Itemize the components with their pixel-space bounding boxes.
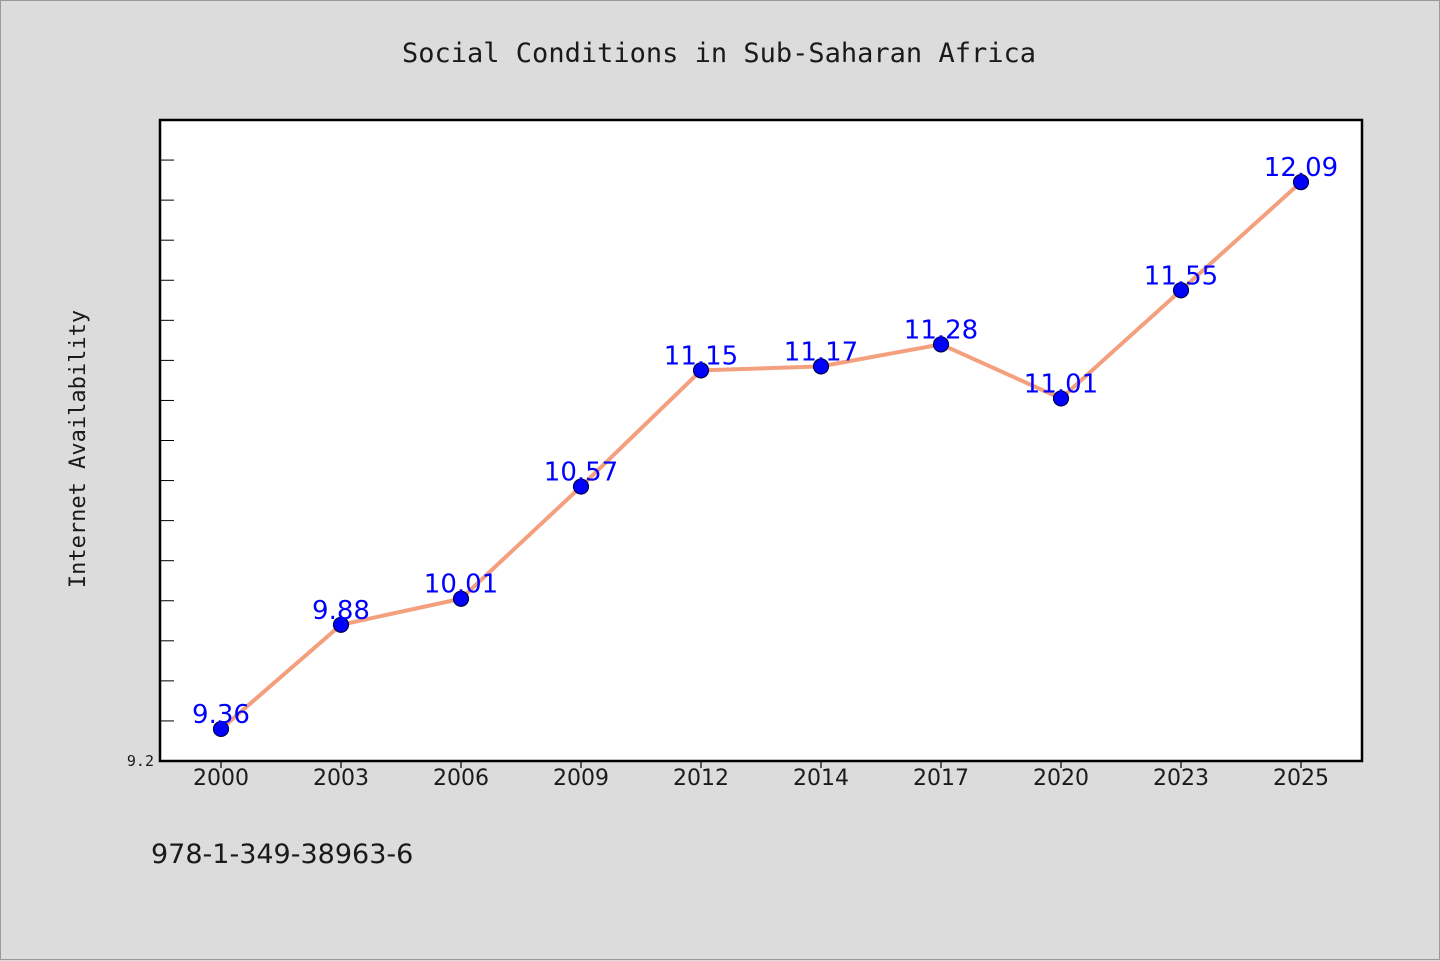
footer-isbn: 978-1-349-38963-6: [151, 839, 413, 870]
x-tick-label: 2023: [1153, 766, 1209, 791]
data-label: 10.57: [544, 458, 618, 488]
data-labels-layer: 9.36 9.88 10.01 10.57 11.15 11.17 11.28 11.01 11…: [192, 153, 1338, 730]
x-tick-label: 2000: [193, 766, 249, 791]
data-label: 11.28: [904, 315, 978, 345]
y-axis-label: Internet Availability: [66, 310, 91, 588]
data-point: [812, 358, 830, 375]
x-tick-label: 2017: [913, 766, 969, 791]
y-tick-label: 9.2: [127, 752, 154, 770]
plot-area: [158, 118, 1364, 763]
data-label: 11.17: [784, 337, 858, 367]
data-label: 9.88: [312, 596, 370, 626]
data-point: [1292, 173, 1310, 191]
data-label: 9.36: [192, 700, 250, 730]
data-label: 12.09: [1264, 153, 1338, 183]
data-point: [572, 478, 590, 495]
data-label: 10.01: [424, 570, 498, 600]
series-layer: [219, 180, 1303, 731]
x-tick-label: 2012: [673, 766, 729, 791]
data-label: 11.55: [1144, 261, 1218, 291]
data-point: [692, 362, 710, 379]
markers-layer: [212, 173, 1310, 738]
x-tick-label: 2020: [1033, 766, 1089, 791]
data-point: [452, 590, 470, 607]
data-label: 11.01: [1024, 369, 1098, 399]
data-point: [1052, 390, 1070, 407]
y-axis: 9.2: [127, 159, 174, 770]
data-point: [212, 720, 230, 738]
x-tick-label: 2009: [553, 766, 609, 791]
data-point: [932, 336, 950, 353]
x-tick-label: 2003: [313, 766, 369, 791]
data-point: [1172, 282, 1190, 299]
chart-title: Social Conditions in Sub-Saharan Africa: [402, 38, 1036, 69]
data-point: [332, 616, 350, 633]
x-axis: 2000 2003 2006 2009 2012 2014 2017 2020 2023 2025: [193, 761, 1329, 791]
series-line: [219, 180, 1303, 731]
x-tick-label: 2006: [433, 766, 489, 791]
x-tick-label: 2014: [793, 766, 849, 791]
x-tick-label: 2025: [1273, 766, 1329, 791]
data-label: 11.15: [664, 341, 738, 371]
